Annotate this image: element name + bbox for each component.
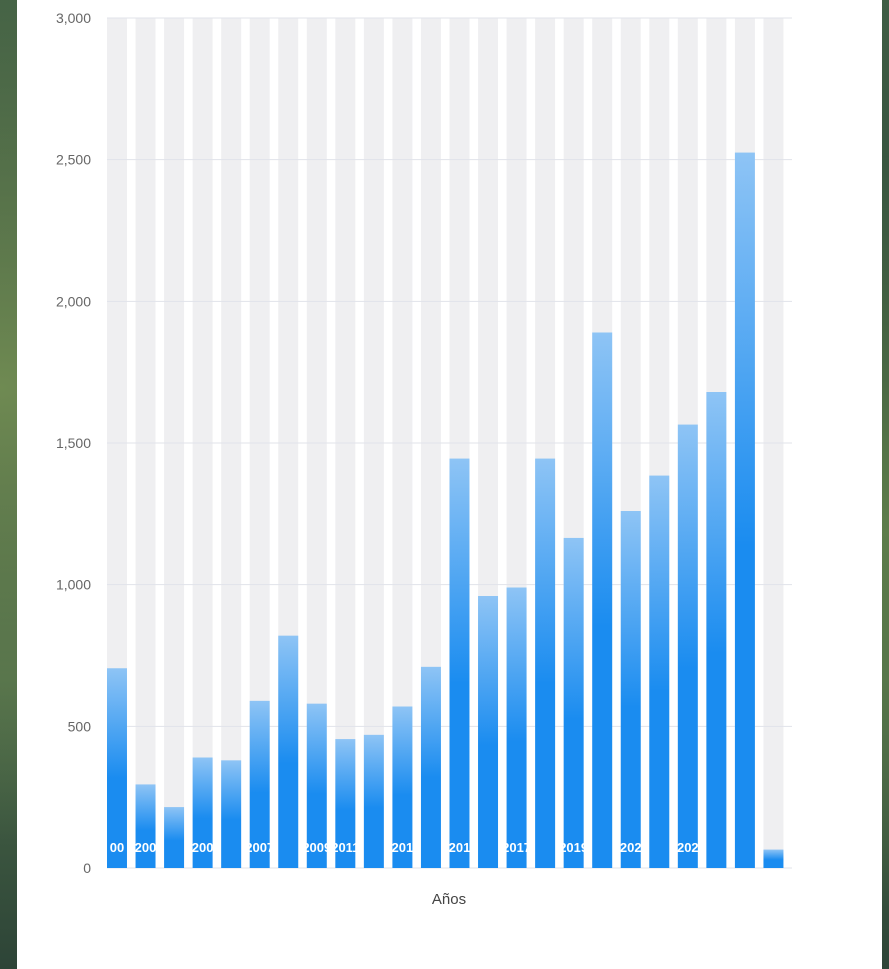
bar-label: 200: [135, 840, 157, 855]
bar-label: 2017: [502, 840, 531, 855]
bar-label: 201: [449, 840, 471, 855]
bar[interactable]: [221, 760, 242, 868]
bar[interactable]: [392, 706, 413, 869]
bar[interactable]: [192, 757, 213, 869]
bar[interactable]: [592, 332, 613, 869]
y-axis: 0 500 1,000 1,500 2,000 2,500 3,000: [56, 10, 91, 876]
bar[interactable]: [677, 424, 698, 868]
y-tick-label: 0: [83, 860, 91, 876]
bar[interactable]: [449, 458, 470, 868]
bar-labels: 00 200 200 2007 2009 2011 201 201 2017 2019 202 202: [110, 840, 699, 855]
y-tick-label: 3,000: [56, 10, 91, 26]
bar-label: 2011: [331, 840, 359, 855]
bar[interactable]: [249, 700, 270, 868]
bar[interactable]: [107, 668, 127, 868]
bar[interactable]: [278, 635, 299, 868]
bar[interactable]: [706, 392, 727, 868]
bar[interactable]: [506, 587, 527, 869]
bar-label: 2019: [559, 840, 588, 855]
bar[interactable]: [563, 537, 584, 868]
bar[interactable]: [335, 739, 356, 868]
bar-label: 202: [620, 840, 642, 855]
bar[interactable]: [763, 849, 784, 868]
bar-label: 2007: [245, 840, 274, 855]
y-tick-label: 2,000: [56, 293, 91, 309]
y-tick-label: 1,000: [56, 577, 91, 593]
bar[interactable]: [649, 475, 670, 868]
y-tick-label: 1,500: [56, 435, 91, 451]
bar-label: 201: [392, 840, 414, 855]
bar[interactable]: [164, 807, 185, 868]
bar[interactable]: [363, 734, 384, 868]
bar-label: 200: [192, 840, 214, 855]
bar-label: 2009: [302, 840, 331, 855]
bar-label: 202: [677, 840, 699, 855]
bar[interactable]: [734, 152, 755, 869]
y-tick-label: 500: [68, 718, 92, 734]
bar[interactable]: [535, 458, 556, 868]
y-tick-label: 2,500: [56, 152, 91, 168]
bars: [107, 152, 784, 869]
bar[interactable]: [306, 703, 327, 868]
bar[interactable]: [135, 784, 156, 868]
bar-label: 00: [110, 840, 124, 855]
bar[interactable]: [620, 511, 641, 868]
bar[interactable]: [478, 596, 499, 868]
bar[interactable]: [420, 666, 441, 868]
x-axis-title: Años: [432, 891, 466, 908]
